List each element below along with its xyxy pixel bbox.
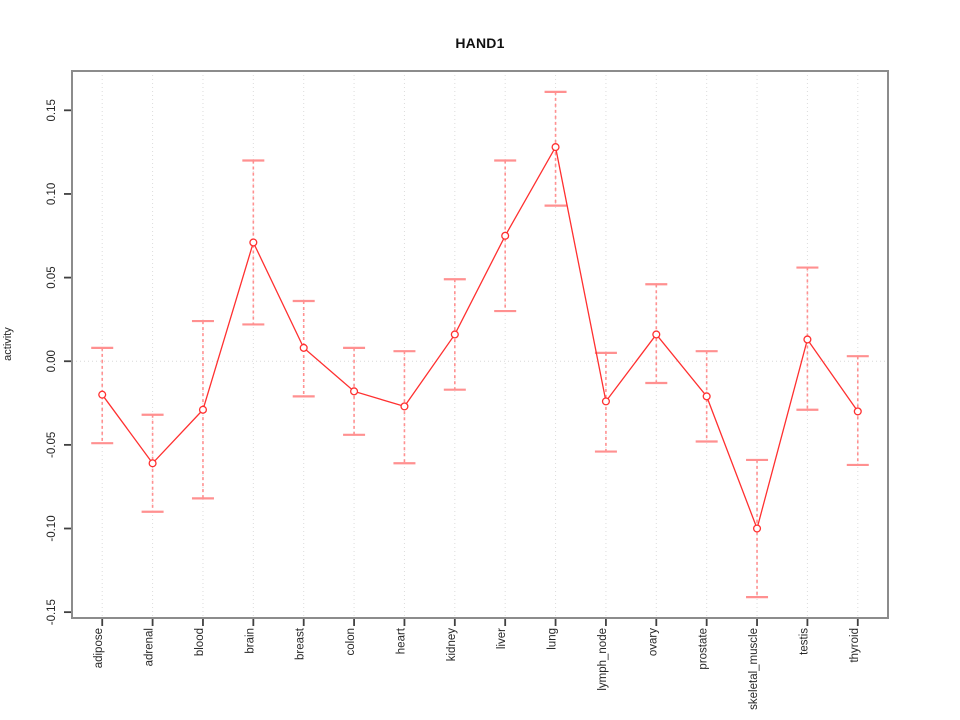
data-point-kidney — [450, 330, 459, 339]
y-tick-label: 0.15 — [46, 99, 58, 121]
x-tick-label-prostate: prostate — [698, 628, 710, 670]
data-point-liver — [501, 231, 510, 240]
data-point-brain — [249, 238, 258, 247]
data-point-adrenal — [148, 459, 157, 468]
data-point-skeletal_muscle — [752, 524, 762, 533]
x-tick-label-skeletal_muscle: skeletal_muscle — [748, 628, 760, 710]
x-tick-label-blood: blood — [194, 628, 206, 656]
data-point-lymph_node — [601, 397, 610, 406]
x-tick-label-lung: lung — [547, 628, 559, 650]
data-point-colon — [350, 387, 359, 396]
data-point-lung — [551, 143, 560, 152]
data-point-breast — [299, 343, 308, 352]
data-point-heart — [400, 402, 409, 411]
plot-frame — [71, 70, 889, 619]
x-tick-label-adrenal: adrenal — [144, 628, 156, 666]
y-tick-label: -0.10 — [46, 515, 58, 541]
data-point-ovary — [652, 330, 661, 339]
y-tick-label: -0.05 — [46, 432, 58, 458]
data-point-blood — [198, 405, 208, 414]
data-point-testis — [803, 335, 812, 344]
y-tick-label: 0.05 — [46, 266, 58, 288]
chart-title: HAND1 — [455, 35, 505, 51]
data-line — [101, 145, 859, 531]
x-tick-label-colon: colon — [345, 628, 357, 656]
y-tick-label: 0.10 — [46, 183, 58, 205]
x-tick-label-brain: brain — [244, 628, 256, 654]
data-point-thyroid — [853, 407, 862, 416]
y-tick-label: 0.00 — [46, 350, 58, 372]
data-point-adipose — [98, 390, 107, 399]
data-point-prostate — [702, 392, 711, 401]
x-tick-label-lymph_node: lymph_node — [597, 628, 609, 691]
x-tick-label-thyroid: thyroid — [849, 628, 861, 663]
y-tick-label: -0.15 — [46, 599, 58, 625]
x-tick-label-kidney: kidney — [446, 628, 458, 661]
x-tick-label-heart: heart — [395, 627, 407, 654]
x-tick-label-breast: breast — [295, 627, 307, 660]
x-tick-label-ovary: ovary — [647, 628, 659, 656]
x-tick-label-testis: testis — [798, 628, 810, 655]
x-tick-label-adipose: adipose — [93, 628, 105, 668]
x-tick-label-liver: liver — [496, 628, 508, 649]
